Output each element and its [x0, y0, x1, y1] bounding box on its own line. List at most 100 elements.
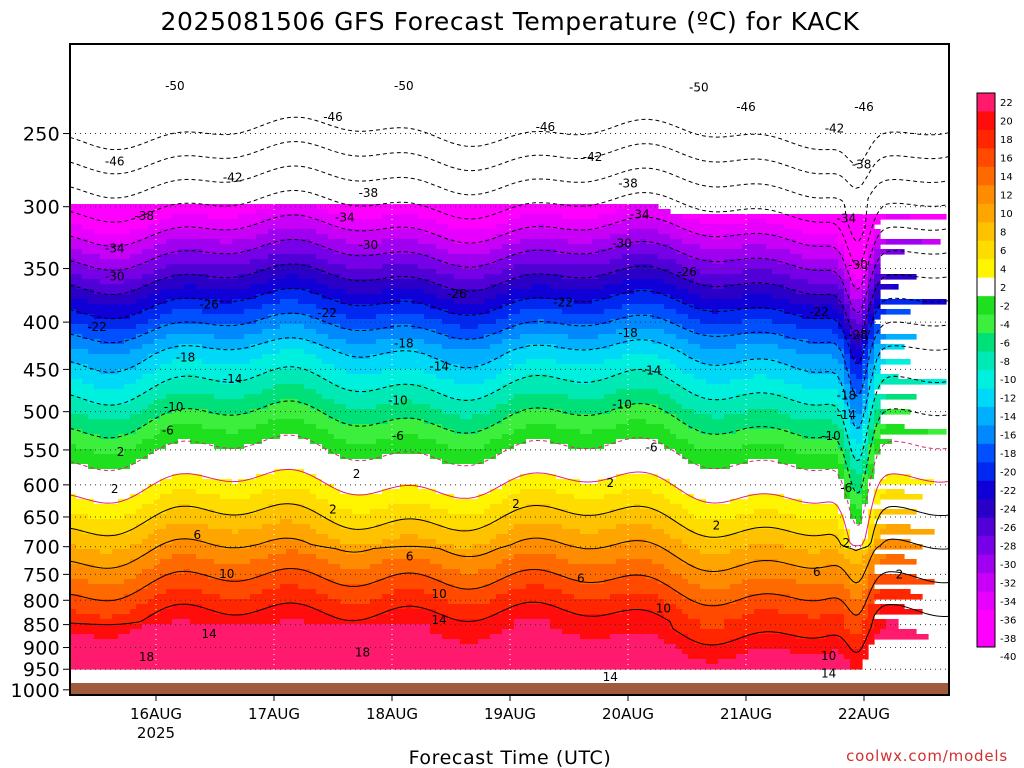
contour-label-text: -18 [176, 351, 196, 365]
temperature-cell [730, 584, 845, 590]
temperature-cell [868, 514, 875, 520]
temperature-cell [664, 304, 695, 310]
temperature-cell [850, 329, 863, 335]
temperature-cell [874, 524, 887, 530]
temperature-cell [70, 459, 137, 465]
colorbar-cell [977, 314, 995, 334]
temperature-cell [658, 594, 683, 600]
temperature-cell [712, 414, 725, 420]
temperature-cell [124, 514, 155, 520]
contour-label-text: -46 [736, 100, 756, 114]
temperature-cell [520, 474, 557, 480]
temperature-cell [862, 339, 869, 345]
colorbar-cell [977, 499, 995, 519]
temperature-cell [232, 529, 239, 535]
temperature-cell [868, 494, 875, 500]
temperature-cell [670, 479, 845, 485]
temperature-cell [868, 404, 875, 410]
temperature-cell [70, 499, 95, 505]
temperature-cell [682, 264, 797, 270]
temperature-cell [112, 614, 149, 620]
temperature-cell [838, 424, 845, 430]
temperature-cell [850, 574, 863, 580]
temperature-cell [508, 574, 563, 580]
temperature-cell [94, 314, 131, 320]
temperature-cell [700, 429, 737, 435]
temperature-cell [550, 374, 611, 380]
temperature-cell [682, 214, 887, 220]
temperature-cell [484, 379, 515, 385]
temperature-cell [724, 284, 785, 290]
colorbar-label: -4 [1000, 320, 1010, 331]
temperature-cell [580, 579, 605, 585]
temperature-cell [514, 364, 677, 370]
temperature-cell [136, 589, 167, 595]
temperature-cell [310, 439, 347, 445]
contour-label: 14 [432, 613, 447, 627]
temperature-cell [736, 394, 785, 400]
temperature-cell [394, 589, 425, 595]
temperature-cell [844, 424, 851, 430]
temperature-cell [88, 414, 131, 420]
temperature-cell [142, 504, 179, 510]
temperature-cell [844, 364, 851, 370]
temperature-cell [850, 284, 857, 290]
contour-label-text: 2 [353, 467, 361, 481]
temperature-cell [70, 494, 77, 500]
temperature-cell [442, 564, 497, 570]
temperature-cell [886, 619, 899, 625]
temperature-cell [670, 499, 707, 505]
contour-label-text: -34 [335, 210, 355, 224]
temperature-cell [850, 334, 863, 340]
temperature-cell [592, 299, 683, 305]
temperature-cell [448, 224, 497, 230]
temperature-cell [868, 414, 875, 420]
temperature-cell [394, 434, 419, 440]
temperature-cell [676, 224, 785, 230]
temperature-cell [76, 444, 137, 450]
temperature-cell [370, 564, 443, 570]
temperature-cell [880, 629, 917, 635]
temperature-cell [850, 509, 863, 515]
temperature-cell [358, 389, 365, 395]
temperature-cell [850, 374, 857, 380]
temperature-cell [70, 294, 149, 300]
temperature-cell [430, 504, 491, 510]
temperature-cell [784, 309, 839, 315]
temperature-cell [676, 284, 713, 290]
contour-label-text: -18 [618, 326, 638, 340]
temperature-cell [82, 249, 143, 255]
temperature-cell [850, 394, 863, 400]
isotherm-6 [70, 503, 949, 552]
temperature-cell [70, 574, 137, 580]
temperature-cell [844, 624, 863, 630]
temperature-cell [310, 314, 347, 320]
temperature-cell [298, 584, 455, 590]
temperature-cell [550, 619, 671, 625]
temperature-cell [484, 459, 689, 465]
temperature-cell [874, 334, 887, 340]
temperature-cell [856, 409, 863, 415]
temperature-cell [346, 264, 383, 270]
contour-label-text: -30 [105, 270, 125, 284]
temperature-cell [100, 279, 125, 285]
contour-label-text: -22 [553, 296, 573, 310]
temperature-cell [442, 424, 491, 430]
temperature-cell [838, 474, 845, 480]
temperature-cell [142, 624, 431, 630]
temperature-cell [850, 609, 863, 615]
temperature-cell [862, 509, 869, 515]
temperature-cell [868, 444, 875, 450]
temperature-cell [280, 324, 305, 330]
temperature-cell [382, 594, 437, 600]
temperature-cell [862, 479, 869, 485]
temperature-cell [628, 339, 653, 345]
temperature-cell [70, 489, 143, 495]
temperature-cell [286, 274, 299, 280]
temperature-cell [850, 434, 863, 440]
temperature-cell [850, 274, 857, 280]
y-tick-label: 700 [23, 537, 60, 559]
temperature-cell [424, 229, 515, 235]
temperature-cell [688, 654, 737, 660]
